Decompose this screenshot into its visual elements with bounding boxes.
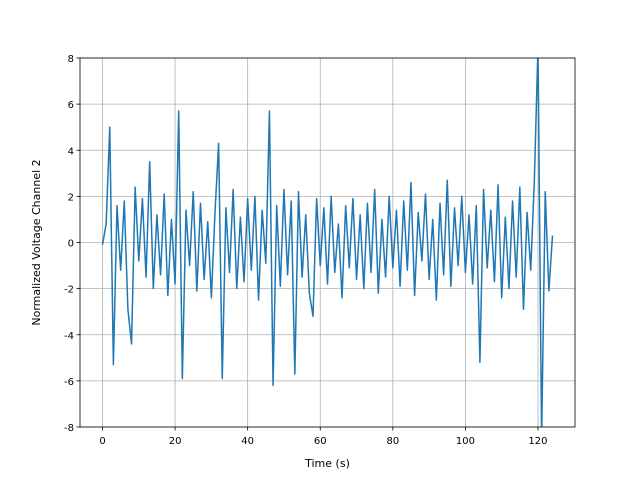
y-tick-label: -4: [64, 331, 74, 342]
y-tick-label: -2: [64, 285, 74, 296]
x-tick-label: 80: [386, 436, 399, 447]
x-tick-label: 60: [314, 436, 327, 447]
y-tick-label: -6: [64, 377, 74, 388]
data-line: [101, 58, 554, 427]
x-axis-label: Time (s): [304, 457, 350, 470]
y-tick-label: 2: [68, 192, 74, 203]
x-tick-label: 120: [528, 436, 547, 447]
y-tick-label: 6: [68, 100, 74, 111]
y-tick-label: 0: [68, 239, 74, 250]
y-tick-label: 4: [68, 146, 74, 157]
x-tick-label: 0: [99, 436, 105, 447]
y-tick-label: 8: [68, 54, 74, 65]
x-tick-label: 20: [169, 436, 182, 447]
y-axis-label: Normalized Voltage Channel 2: [30, 159, 43, 325]
y-tick-label: -8: [64, 423, 74, 434]
x-tick-label: 40: [241, 436, 254, 447]
x-tick-label: 100: [456, 436, 475, 447]
